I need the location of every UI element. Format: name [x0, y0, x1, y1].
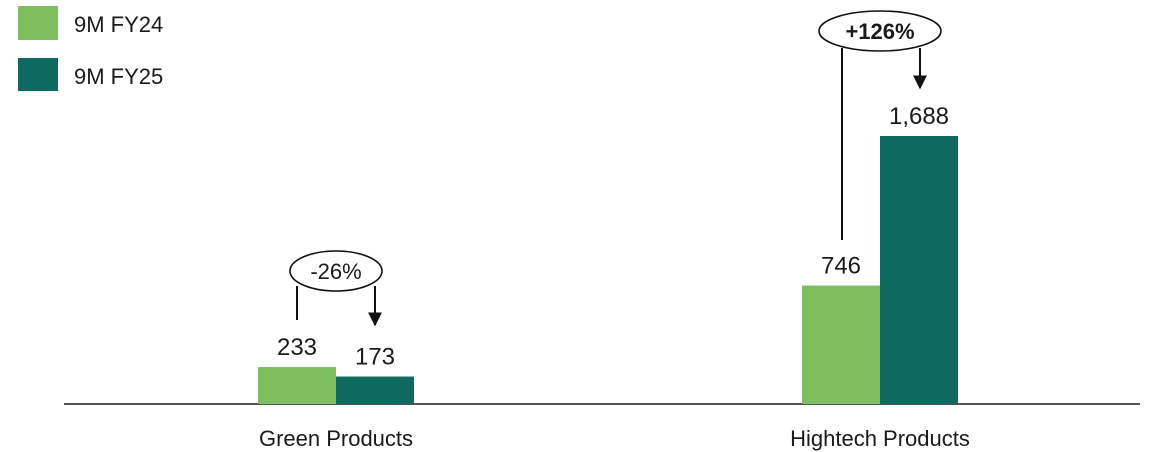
- bar-green-fy24: [258, 367, 336, 404]
- bar-hightech-fy25: [880, 136, 958, 404]
- value-label-green-fy24: 233: [277, 334, 317, 361]
- value-label-green-fy25: 173: [355, 344, 395, 371]
- bar-green-fy25: [336, 376, 414, 404]
- change-label-hightech: +126%: [845, 19, 914, 44]
- legend-item-fy24: 9M FY24: [18, 6, 163, 40]
- change-annotation-green: -26%: [289, 250, 383, 327]
- value-label-hightech-fy24: 746: [821, 253, 861, 280]
- change-annotation-hightech: +126%: [818, 10, 942, 240]
- value-label-hightech-fy25: 1,688: [889, 103, 949, 130]
- legend-label-fy25: 9M FY25: [74, 64, 163, 89]
- change-label-green: -26%: [310, 259, 361, 284]
- change-bubble-hightech: [818, 10, 942, 52]
- legend-label-fy24: 9M FY24: [74, 12, 163, 37]
- category-label-hightech-products: Hightech Products: [790, 426, 970, 451]
- legend-swatch-fy24: [18, 6, 58, 40]
- bar-hightech-fy24: [802, 285, 880, 404]
- legend: 9M FY24 9M FY25: [18, 6, 163, 91]
- category-label-green-products: Green Products: [259, 426, 413, 451]
- legend-swatch-fy25: [18, 58, 58, 91]
- legend-item-fy25: 9M FY25: [18, 58, 163, 91]
- change-bubble-green: [289, 250, 383, 292]
